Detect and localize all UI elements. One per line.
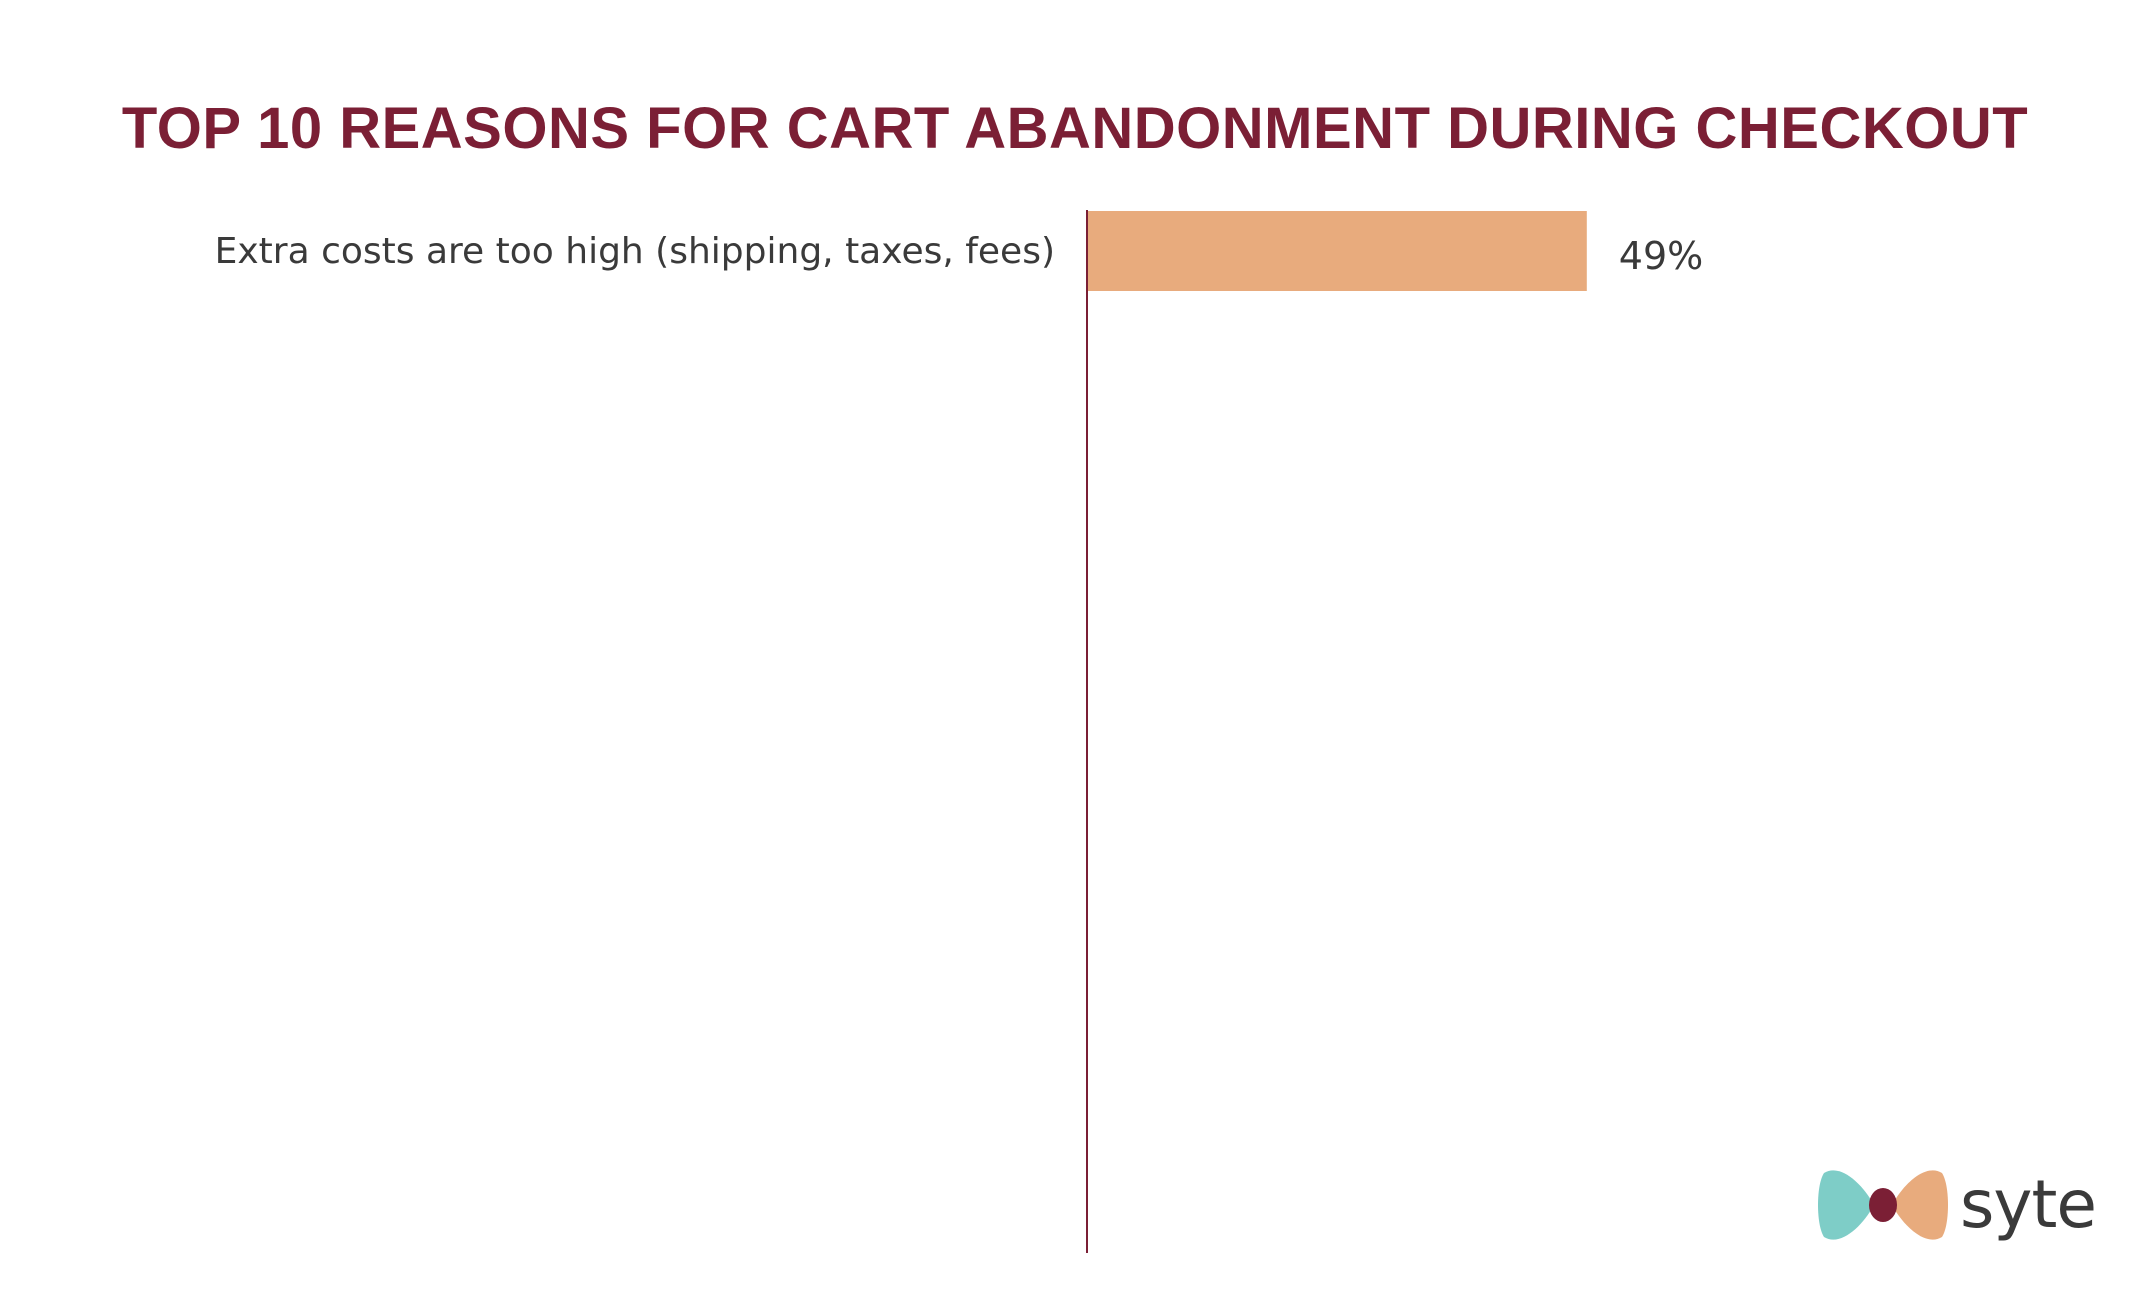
value-label: 49% xyxy=(1619,234,1703,278)
bar xyxy=(1087,211,1587,291)
chart-title: TOP 10 REASONS FOR CART ABANDONMENT DURI… xyxy=(121,96,2029,161)
category-label: Extra costs are too high (shipping, taxe… xyxy=(215,231,1055,272)
syte-logo-mark-icon xyxy=(1818,1170,1948,1240)
syte-logo-wordmark: syte xyxy=(1960,1166,2097,1243)
syte-logo: syte xyxy=(1818,1165,2098,1245)
